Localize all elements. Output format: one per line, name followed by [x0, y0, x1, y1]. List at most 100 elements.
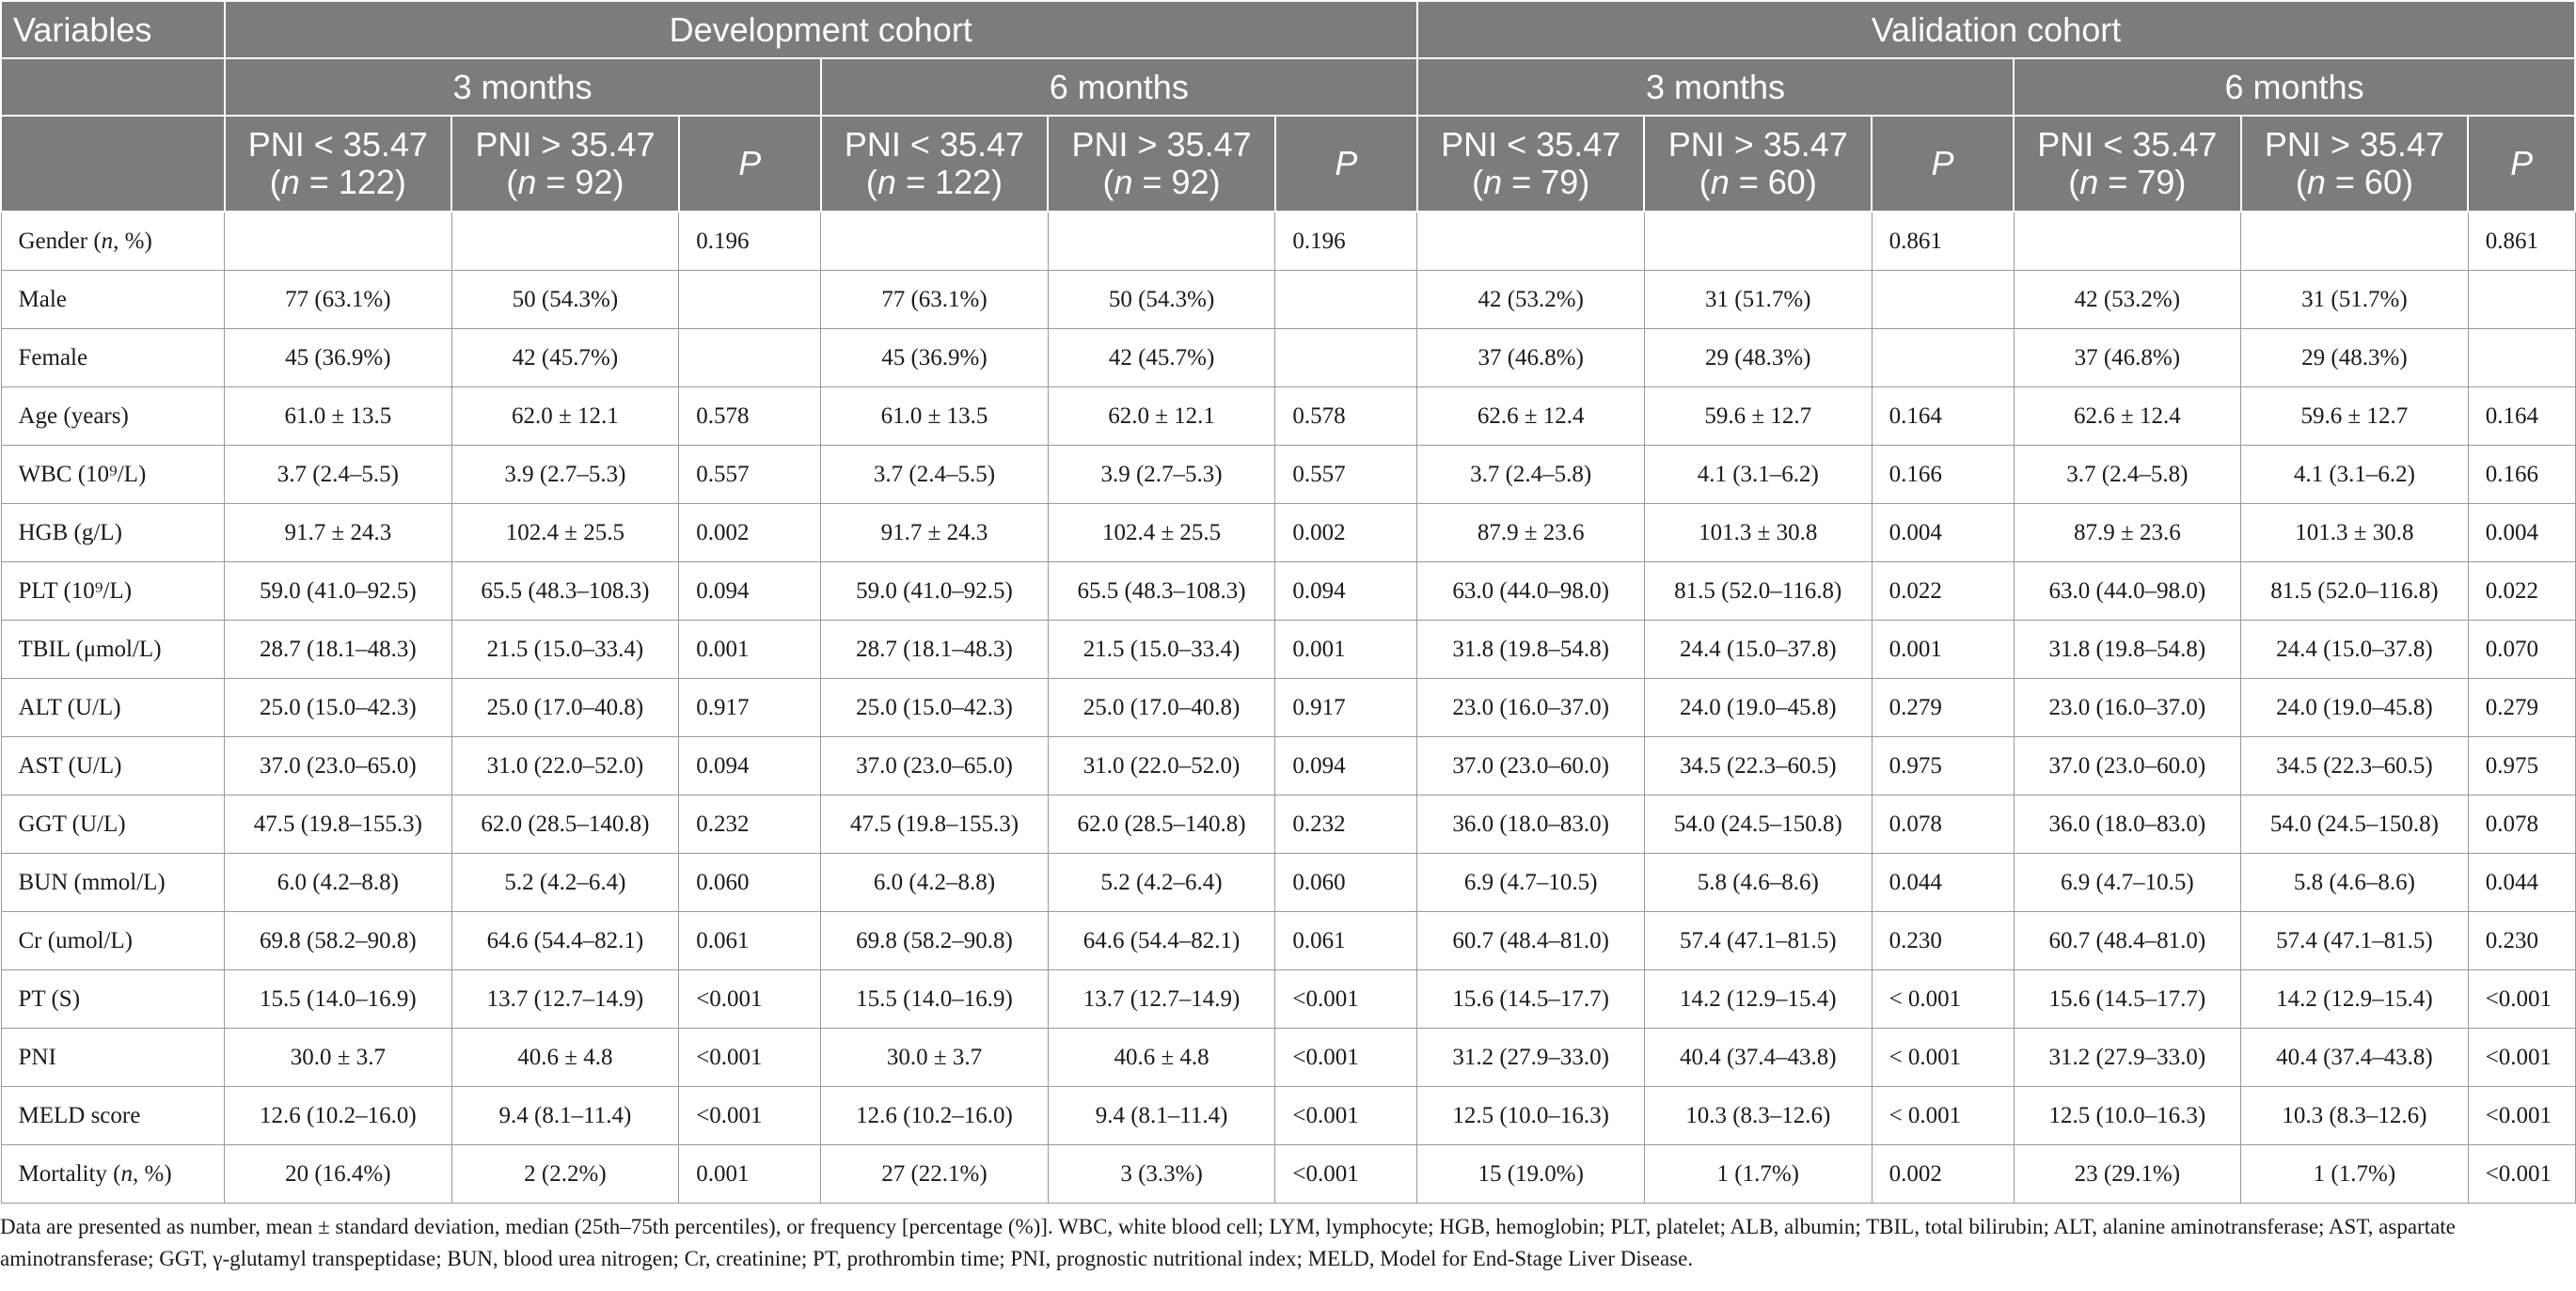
value-cell: 62.0 (28.5–140.8) — [450, 795, 680, 854]
value-cell — [2240, 211, 2469, 271]
data-table: Variables Development cohort Validation … — [0, 0, 2576, 1204]
value-cell: 91.7 ± 24.3 — [820, 503, 1049, 562]
value-cell: 3.7 (2.4–5.8) — [2013, 445, 2242, 504]
value-cell: 60.7 (48.4–81.0) — [2013, 911, 2242, 970]
header-blank — [0, 115, 226, 213]
value-cell: 54.0 (24.5–150.8) — [1643, 795, 1873, 854]
val6-pni-high-header: PNI > 35.47 (n = 60) — [2239, 115, 2470, 213]
p-value-cell: <0.001 — [1274, 1144, 1418, 1204]
value-cell: 45 (36.9%) — [224, 328, 452, 387]
p-value-cell: 0.917 — [678, 678, 822, 737]
value-cell: 81.5 (52.0–116.8) — [1643, 561, 1873, 621]
p-value-cell: 0.070 — [2467, 620, 2576, 679]
table-body: Gender (n, %) 0.196 0.196 0.861 0.861 Male 77 … — [0, 211, 2576, 1204]
value-cell: 25.0 (15.0–42.3) — [224, 678, 452, 737]
row-label: Cr (umol/L) — [0, 911, 226, 970]
value-cell: 6.9 (4.7–10.5) — [2013, 853, 2242, 912]
value-cell: 30.0 ± 3.7 — [820, 1028, 1049, 1087]
value-cell — [224, 211, 452, 271]
p-value-cell: 0.196 — [678, 211, 822, 271]
table-row: PNI 30.0 ± 3.7 40.6 ± 4.8 <0.001 30.0 ± 3.7 4… — [0, 1028, 2576, 1087]
p-value-cell: 0.060 — [678, 853, 822, 912]
p-value-cell: 0.001 — [1274, 620, 1418, 679]
value-cell: 59.6 ± 12.7 — [1643, 386, 1873, 446]
p-value-cell: <0.001 — [2467, 969, 2576, 1029]
value-cell: 47.5 (19.8–155.3) — [820, 795, 1049, 854]
value-cell: 5.2 (4.2–6.4) — [1047, 853, 1276, 912]
p-value-cell: 0.166 — [2467, 445, 2576, 504]
pni-high-label: PNI > 35.47 — [1667, 125, 1848, 164]
value-cell: 10.3 (8.3–12.6) — [1643, 1086, 1873, 1145]
value-cell: 87.9 ± 23.6 — [1416, 503, 1645, 562]
table-row: PT (S) 15.5 (14.0–16.9) 13.7 (12.7–14.9) <0… — [0, 969, 2576, 1029]
value-cell: 31.8 (19.8–54.8) — [1416, 620, 1645, 679]
value-cell: 15 (19.0%) — [1416, 1144, 1645, 1204]
value-cell: 27 (22.1%) — [820, 1144, 1049, 1204]
table-row: PLT (10⁹/L) 59.0 (41.0–92.5) 65.5 (48.3–10… — [0, 561, 2576, 621]
p-value-cell — [1871, 328, 2015, 387]
p-value-cell: 0.001 — [1871, 620, 2015, 679]
p-label: P — [738, 144, 762, 182]
value-cell: 12.6 (10.2–16.0) — [224, 1086, 452, 1145]
p-value-cell: 0.044 — [1871, 853, 2015, 912]
value-cell: 31.2 (27.9–33.0) — [1416, 1028, 1645, 1087]
row-label: BUN (mmol/L) — [0, 853, 226, 912]
p-value-cell: 0.578 — [678, 386, 822, 446]
value-cell: 4.1 (3.1–6.2) — [1643, 445, 1873, 504]
value-cell: 23.0 (16.0–37.0) — [1416, 678, 1645, 737]
value-cell: 31 (51.7%) — [2240, 270, 2469, 329]
p-value-cell: 0.004 — [2467, 503, 2576, 562]
value-cell: 62.0 ± 12.1 — [1047, 386, 1276, 446]
val3-pni-low-header: PNI < 35.47 (n = 79) — [1415, 115, 1646, 213]
value-cell: 3.9 (2.7–5.3) — [1047, 445, 1276, 504]
p-value-cell: 0.094 — [1274, 736, 1418, 795]
val-6-months-header: 6 months — [2013, 57, 2576, 117]
value-cell: 63.0 (44.0–98.0) — [1416, 561, 1645, 621]
pni-high-label: PNI > 35.47 — [475, 125, 656, 164]
p-value-cell — [678, 270, 822, 329]
p-value-cell: 0.094 — [1274, 561, 1418, 621]
p-value-cell: 0.004 — [1871, 503, 2015, 562]
dev3-pni-low-header: PNI < 35.47 (n = 122) — [223, 115, 453, 213]
value-cell: 42 (53.2%) — [1416, 270, 1645, 329]
value-cell: 25.0 (17.0–40.8) — [1047, 678, 1276, 737]
table-row: HGB (g/L) 91.7 ± 24.3 102.4 ± 25.5 0.002 91.… — [0, 503, 2576, 562]
value-cell: 42 (53.2%) — [2013, 270, 2242, 329]
value-cell: 1 (1.7%) — [2240, 1144, 2469, 1204]
value-cell — [2013, 211, 2242, 271]
value-cell: 31 (51.7%) — [1643, 270, 1873, 329]
value-cell: 6.0 (4.2–8.8) — [820, 853, 1049, 912]
p-value-cell: 0.557 — [1274, 445, 1418, 504]
value-cell: 31.0 (22.0–52.0) — [450, 736, 680, 795]
val3-p-header: P — [1871, 115, 2015, 213]
table-row: TBIL (μmol/L) 28.7 (18.1–48.3) 21.5 (15.0–… — [0, 620, 2576, 679]
pni-low-label: PNI < 35.47 — [844, 125, 1025, 164]
value-cell: 65.5 (48.3–108.3) — [1047, 561, 1276, 621]
pni-high-label: PNI > 35.47 — [2264, 125, 2444, 164]
value-cell: 42 (45.7%) — [1047, 328, 1276, 387]
dev3-p-header: P — [677, 115, 822, 213]
n-label: (n = 122) — [865, 163, 1004, 201]
value-cell — [1643, 211, 1873, 271]
value-cell: 21.5 (15.0–33.4) — [450, 620, 680, 679]
n-label: (n = 92) — [506, 163, 624, 201]
p-value-cell: 0.578 — [1274, 386, 1418, 446]
p-value-cell: 0.196 — [1274, 211, 1418, 271]
p-value-cell: 0.164 — [2467, 386, 2576, 446]
p-value-cell: 0.975 — [2467, 736, 2576, 795]
value-cell: 59.0 (41.0–92.5) — [820, 561, 1049, 621]
value-cell — [820, 211, 1049, 271]
value-cell: 3.7 (2.4–5.8) — [1416, 445, 1645, 504]
value-cell: 6.0 (4.2–8.8) — [224, 853, 452, 912]
value-cell: 102.4 ± 25.5 — [1047, 503, 1276, 562]
p-value-cell — [678, 328, 822, 387]
header-row-groups: PNI < 35.47 (n = 122) PNI > 35.47 (n = 92)… — [0, 115, 2576, 213]
n-label: (n = 122) — [269, 163, 406, 201]
table-row: MELD score 12.6 (10.2–16.0) 9.4 (8.1–11.4)… — [0, 1086, 2576, 1145]
value-cell: 6.9 (4.7–10.5) — [1416, 853, 1645, 912]
p-value-cell: 0.232 — [1274, 795, 1418, 854]
n-label: (n = 92) — [1102, 163, 1221, 201]
value-cell: 54.0 (24.5–150.8) — [2240, 795, 2469, 854]
value-cell: 37 (46.8%) — [1416, 328, 1645, 387]
value-cell: 37.0 (23.0–65.0) — [820, 736, 1049, 795]
